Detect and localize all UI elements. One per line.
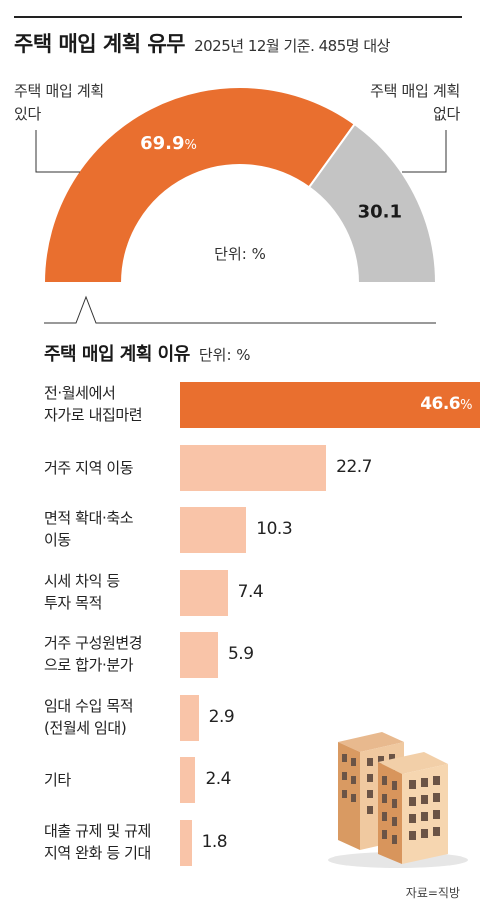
page-title: 주택 매입 계획 유무 — [14, 32, 186, 56]
header: 주택 매입 계획 유무 2025년 12월 기준. 485명 대상 — [14, 28, 466, 58]
bar — [180, 382, 480, 428]
bar-category-label: 전·월세에서 자가로 내집마련 — [44, 384, 143, 424]
bar-category-label: 임대 수입 목적 (전월세 임대) — [44, 696, 134, 737]
source-note: 자료=직방 — [405, 886, 460, 900]
leader-line-no — [402, 130, 447, 173]
semicircle-donut-chart: 69.9% 30.1 — [35, 86, 447, 324]
slice-label-no: 주택 매입 계획 없다 — [370, 82, 460, 123]
bar-row: 기타 2.4 — [44, 757, 444, 803]
bar — [180, 757, 196, 803]
unit-label: 단위: % — [214, 245, 266, 263]
bar-category-label: 거주 구성원변경 으로 합가·분가 — [44, 634, 143, 674]
bar-row: 전·월세에서 자가로 내집마련 46.6% — [44, 382, 480, 428]
bar-value-label: 5.9 — [227, 644, 254, 664]
bar-category-label: 거주 지역 이동 — [44, 458, 134, 477]
pie-value-no: 30.1 — [358, 202, 402, 223]
bar — [180, 507, 247, 553]
pie-slice-no — [307, 122, 438, 284]
slice-label-yes: 주택 매입 계획 있다 — [14, 82, 104, 123]
bar — [180, 694, 199, 741]
bar-category-label: 시세 차익 등 투자 목적 — [44, 571, 120, 612]
bar-value-label: 7.4 — [237, 581, 264, 602]
top-rule — [14, 16, 462, 18]
bar-value-label: 1.8 — [201, 831, 228, 852]
bar — [180, 632, 218, 678]
bar — [180, 569, 228, 616]
pie-slice-yes — [42, 86, 357, 284]
bar-row: 임대 수입 목적 (전월세 임대) 2.9 — [44, 694, 444, 741]
bar-row: 면적 확대·축소 이동 10.3 — [44, 507, 444, 553]
bar-unit-label: 단위: % — [198, 346, 251, 364]
bar-category-label: 대출 규제 및 규제 지역 완화 등 기대 — [44, 821, 151, 862]
bar-row: 거주 구성원변경 으로 합가·분가 5.9 — [44, 632, 444, 678]
bar-value-label: 10.3 — [256, 519, 293, 539]
bar — [180, 444, 327, 491]
bar-value-label: 2.4 — [205, 769, 231, 789]
bar-value-label: 46.6% — [420, 394, 472, 414]
leader-line-yes — [35, 130, 80, 173]
bar-chart-title: 주택 매입 계획 이유 — [44, 344, 190, 365]
page-subtitle: 2025년 12월 기준. 485명 대상 — [194, 37, 390, 55]
bar-row: 시세 차익 등 투자 목적 7.4 — [44, 569, 444, 616]
bar-category-label: 기타 — [44, 771, 71, 789]
section-divider — [44, 295, 436, 324]
bar-value-label: 22.7 — [336, 456, 372, 477]
bar-category-label: 면적 확대·축소 이동 — [44, 509, 134, 549]
bar-section-header: 주택 매입 계획 이유 단위: % — [44, 340, 251, 366]
bar — [180, 819, 192, 866]
building-icon — [328, 732, 468, 868]
pie-value-yes: 69.9% — [140, 133, 197, 154]
bar-value-label: 2.9 — [208, 706, 235, 727]
bar-row: 거주 지역 이동 22.7 — [44, 444, 444, 491]
bar-row: 대출 규제 및 규제 지역 완화 등 기대 1.8 — [44, 819, 444, 866]
